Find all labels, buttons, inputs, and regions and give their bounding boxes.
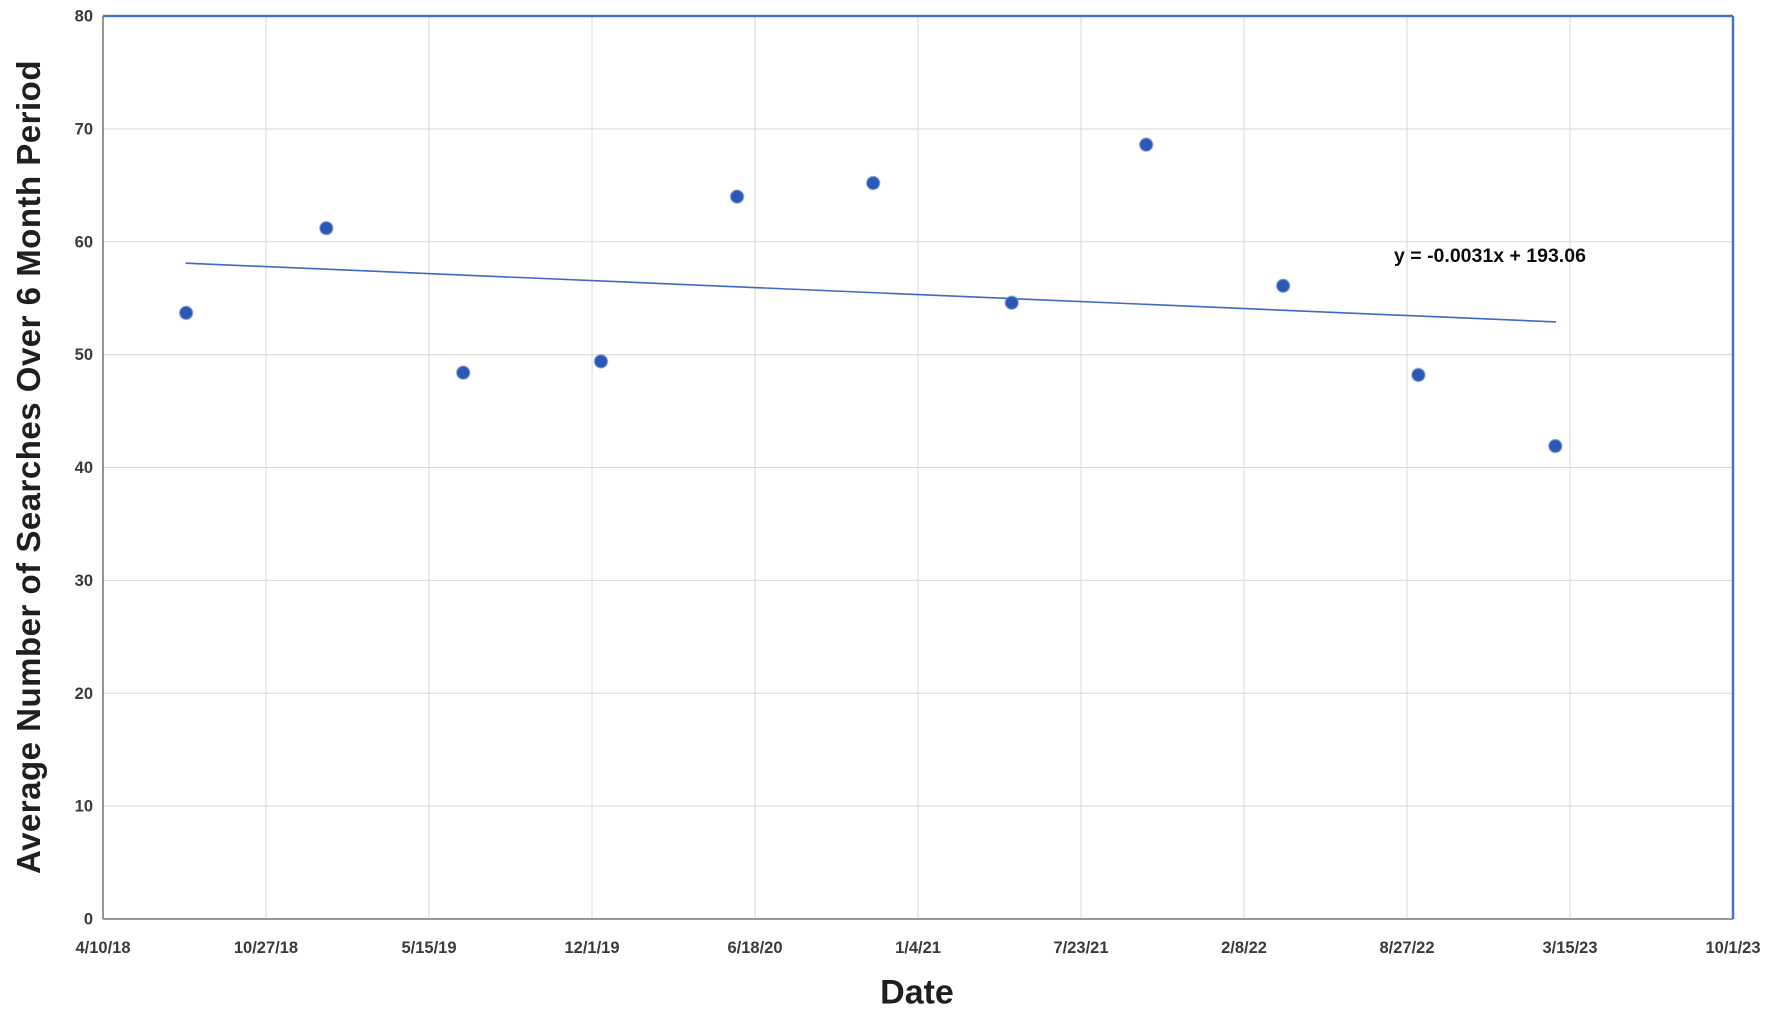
y-tick-label: 30 xyxy=(75,572,93,590)
y-tick-label: 60 xyxy=(75,233,93,251)
x-tick-label: 5/15/19 xyxy=(401,939,456,957)
x-tick-label: 10/27/18 xyxy=(234,939,298,957)
scatter-point xyxy=(865,175,881,191)
y-tick-label: 0 xyxy=(84,911,93,929)
x-tick-label: 4/10/18 xyxy=(75,939,130,957)
y-tick-label: 50 xyxy=(75,346,93,364)
scatter-point xyxy=(593,354,609,369)
y-tick-label: 10 xyxy=(75,798,93,816)
x-tick-label: 1/4/21 xyxy=(895,939,941,957)
y-tick-label: 70 xyxy=(75,120,93,138)
scatter-point xyxy=(178,305,194,321)
scatter-point xyxy=(729,189,745,204)
trend-line xyxy=(185,262,1557,323)
y-tick-label: 80 xyxy=(75,8,93,26)
x-tick-label: 3/15/23 xyxy=(1542,939,1597,957)
scatter-point xyxy=(1548,438,1563,454)
x-tick-label: 10/1/23 xyxy=(1705,939,1760,957)
y-tick-label: 40 xyxy=(75,459,93,477)
x-axis-title: Date xyxy=(880,973,954,1012)
scatter-point xyxy=(1004,295,1020,311)
trendline-equation-label: y = -0.0031x + 193.06 xyxy=(1394,245,1586,267)
scatter-point xyxy=(1275,278,1291,294)
y-axis-title: Average Number of Searches Over 6 Month … xyxy=(10,59,47,875)
x-tick-label: 6/18/20 xyxy=(727,939,782,957)
x-tick-label: 2/8/22 xyxy=(1221,939,1267,957)
x-tick-label: 12/1/19 xyxy=(564,939,619,957)
scatter-point xyxy=(455,365,471,380)
scatter-point xyxy=(1411,367,1426,383)
scatter-point xyxy=(1138,137,1154,152)
x-tick-label: 7/23/21 xyxy=(1053,939,1108,957)
y-tick-label: 20 xyxy=(75,685,93,703)
scatter-point xyxy=(319,220,334,236)
x-tick-label: 8/27/22 xyxy=(1379,939,1434,957)
